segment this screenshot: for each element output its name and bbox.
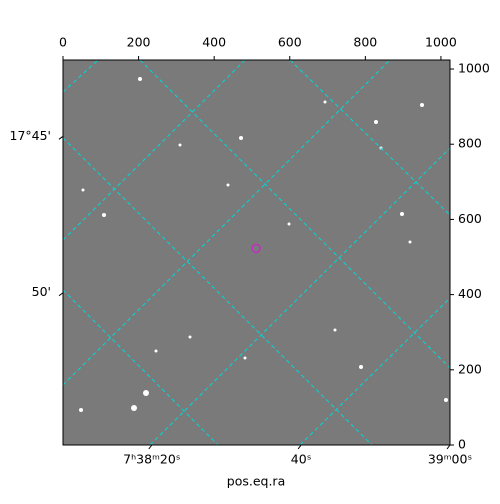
ra-tick-label: 40ˢ [291, 452, 312, 467]
x-tick-label: 200 [127, 35, 151, 50]
coordinate-grid [63, 60, 450, 445]
y-tick-label: 400 [458, 286, 482, 301]
y-tick-label: 200 [458, 361, 482, 376]
x-tick-label: 800 [353, 35, 377, 50]
y-tick-label: 1000 [458, 61, 490, 76]
y-tick-label: 600 [458, 211, 482, 226]
dec-tick-label: 17°45' [10, 128, 52, 143]
ra-tick-label: 7ʰ38ᵐ20ˢ [123, 452, 180, 467]
ra-tick [297, 444, 302, 450]
x-tick-label: 600 [278, 35, 302, 50]
target-marker [251, 243, 261, 254]
dec-tick-label: 50' [32, 284, 51, 299]
y-tick-label: 0 [458, 437, 466, 452]
x-tick-label: 0 [59, 35, 67, 50]
x-axis-label: pos.eq.ra [227, 474, 285, 489]
y-tick-label: 800 [458, 136, 482, 151]
ra-tick-label: 39ᵐ00ˢ [428, 452, 472, 467]
ra-tick [446, 444, 451, 450]
x-tick-label: 400 [202, 35, 226, 50]
x-tick-label: 1000 [425, 35, 457, 50]
stars [79, 77, 448, 412]
frame [62, 59, 451, 446]
dec-tick [58, 292, 64, 297]
dec-tick [58, 135, 64, 140]
ra-tick [148, 444, 153, 450]
